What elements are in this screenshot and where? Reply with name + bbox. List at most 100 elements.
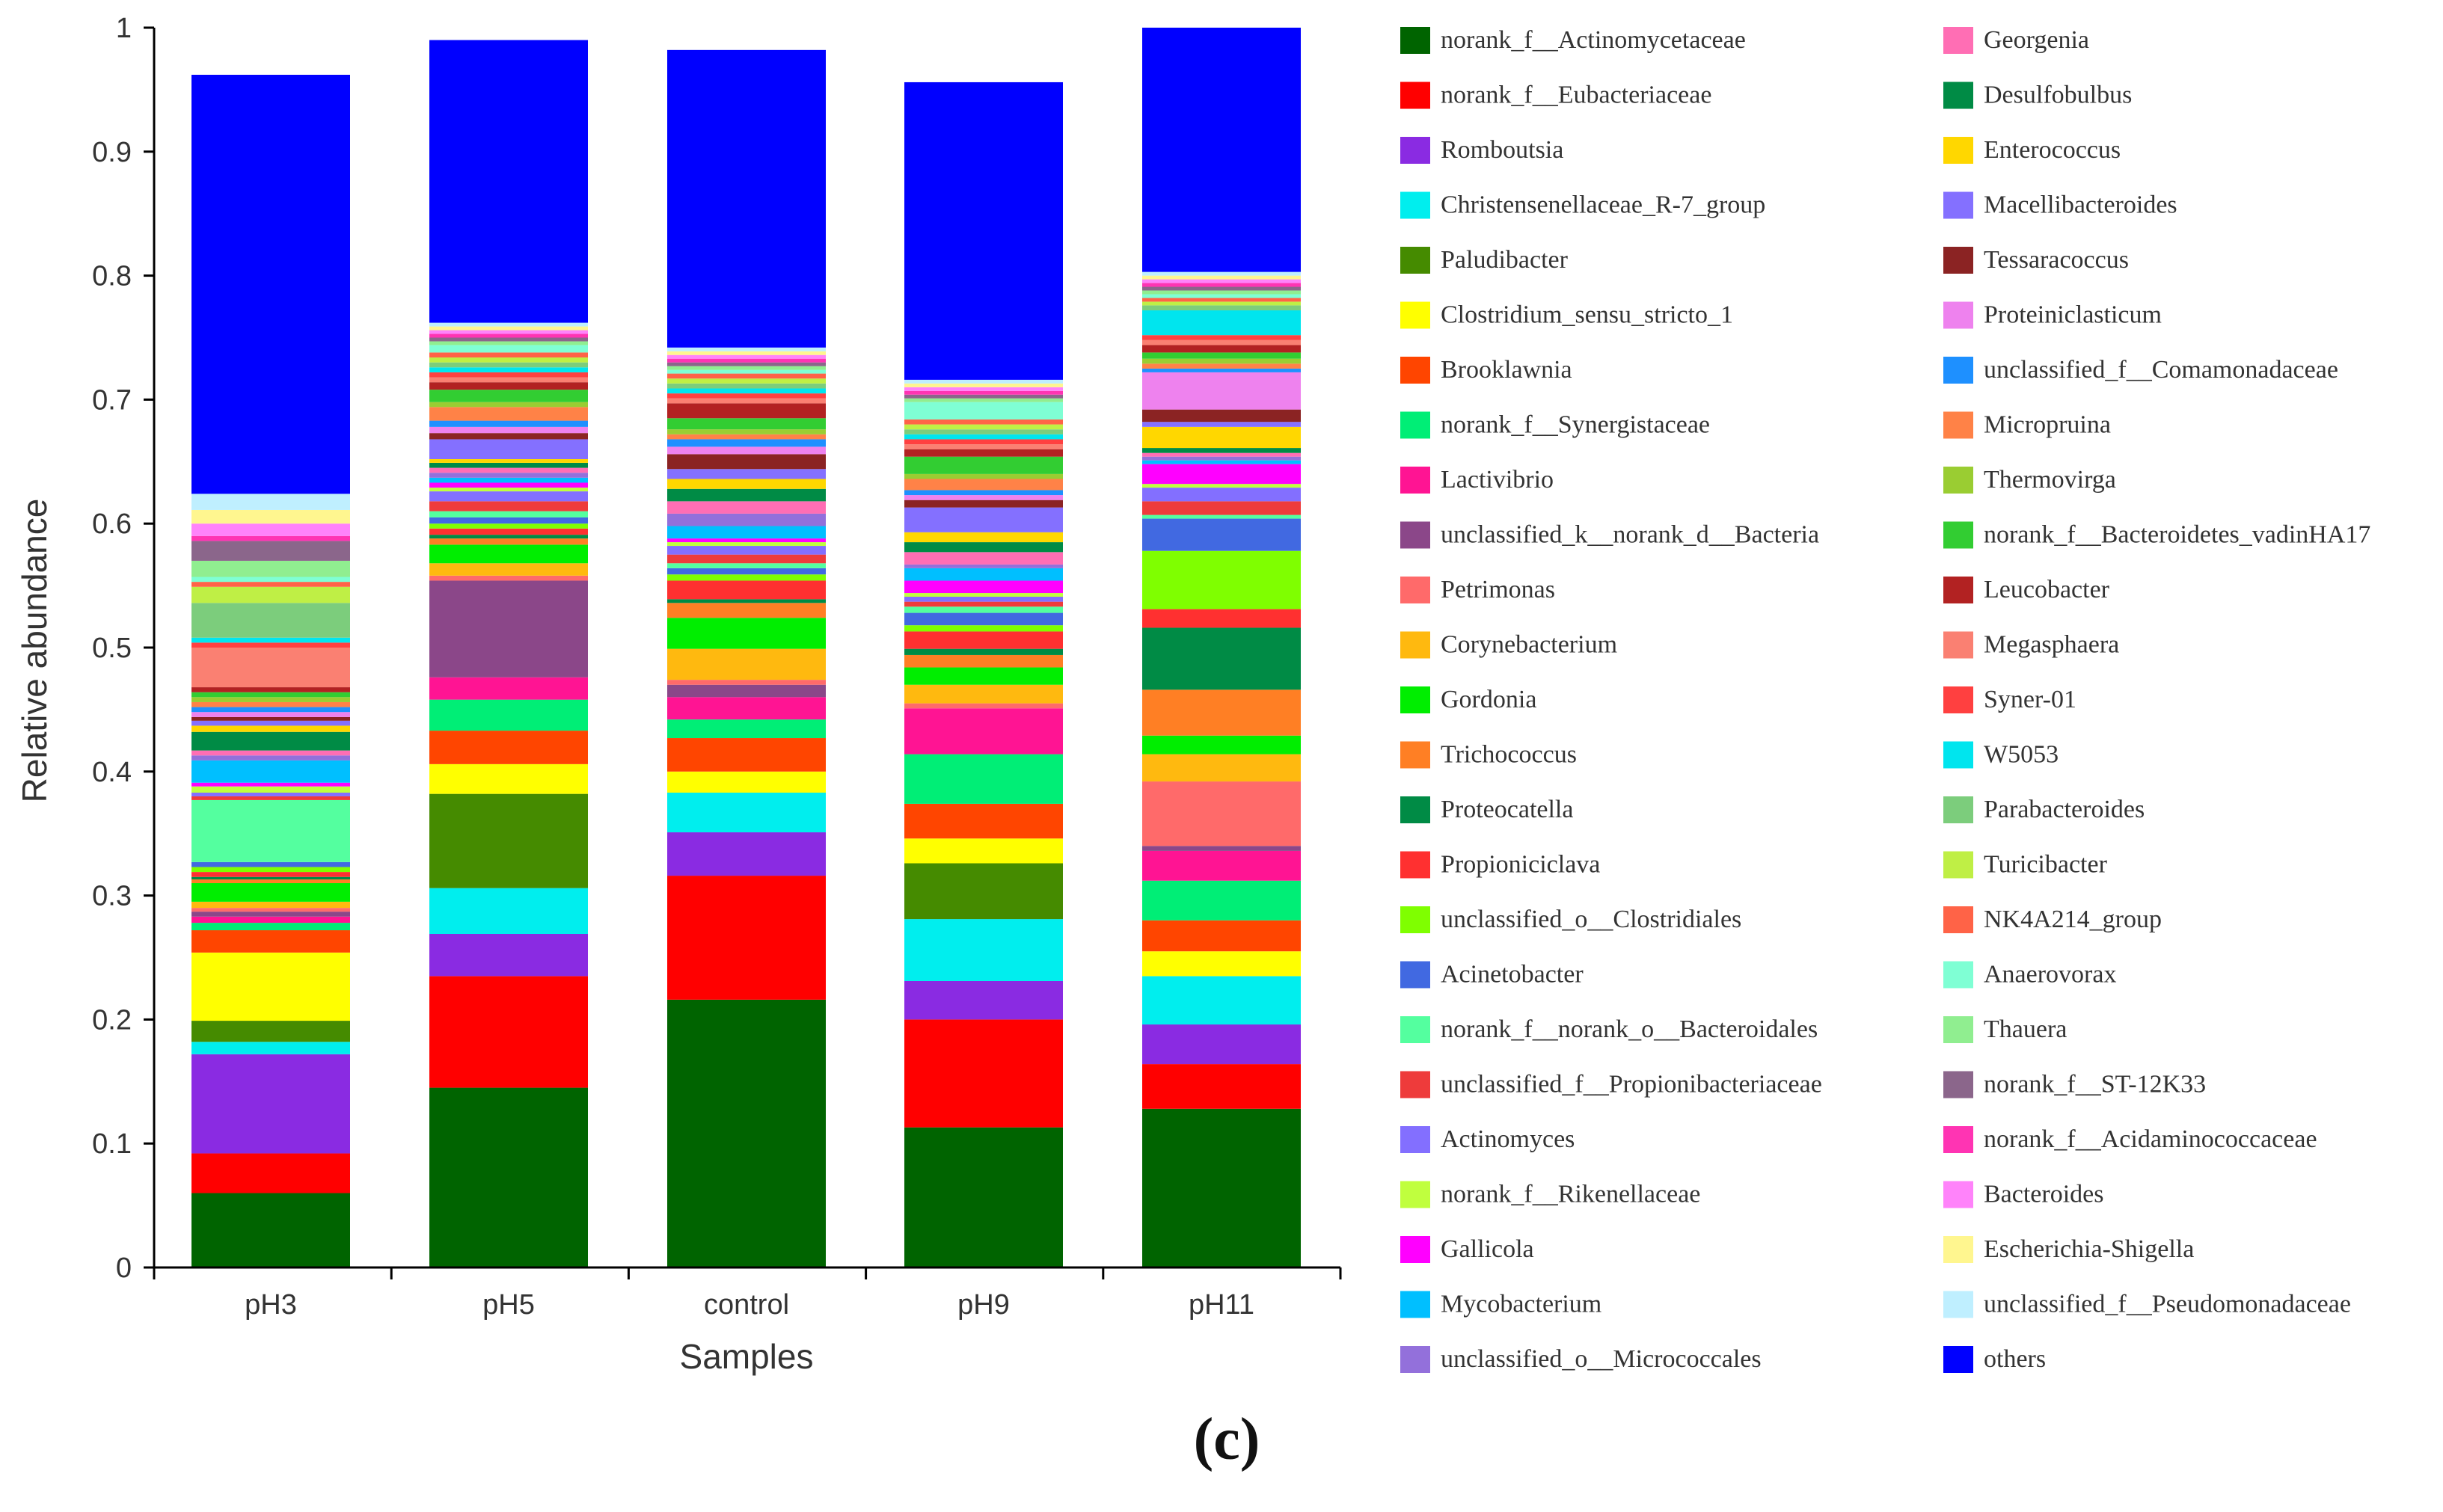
legend-label: norank_f__norank_o__Bacteroidales [1441,1015,1818,1043]
bar-segment-control-9 [667,684,826,698]
legend-swatch [1400,467,1430,494]
legend-label: Turicibacter [1984,851,2108,879]
bar-segment-pH11-37 [1142,335,1301,340]
legend-label: Gordonia [1441,686,1536,713]
bar-segment-pH3-49 [191,75,350,494]
bar-segment-pH11-17 [1142,518,1301,551]
bar-segment-pH5-7 [429,699,588,731]
bar-segment-pH9-30 [904,495,1063,500]
legend-swatch [1400,191,1430,219]
bar-segment-pH11-46 [1142,279,1301,283]
bar-segment-pH3-23 [191,760,350,783]
bar-segment-pH3-30 [191,712,350,717]
bar-segment-pH11-43 [1142,290,1301,295]
legend-label: unclassified_o__Clostridiales [1441,906,1741,933]
bar-segment-pH3-6 [191,930,350,953]
bar-segment-pH5-4 [429,793,588,888]
y-tick-label: 0.7 [92,384,132,416]
bar-segment-pH9-22 [904,580,1063,594]
bar-segment-pH9-17 [904,612,1063,626]
bar-segment-control-29 [667,454,826,470]
legend-label: Leucobacter [1984,576,2110,603]
bar-segment-pH11-5 [1142,951,1301,977]
bar-segment-pH5-33 [429,402,588,408]
bar-segment-pH5-24 [429,473,588,478]
bar-segment-control-16 [667,574,826,581]
legend-label: Mycobacterium [1441,1291,1601,1318]
bar-segment-control-7 [667,719,826,739]
legend-swatch [1400,357,1430,384]
bar-segment-pH9-42 [904,402,1063,420]
bar-segment-pH5-32 [429,407,588,421]
bar-segment-pH11-38 [1142,310,1301,336]
bar-segment-pH3-8 [191,916,350,924]
legend-label: Macellibacteroides [1984,191,2177,219]
bar-segment-pH11-7 [1142,880,1301,921]
bar-segment-pH5-1 [429,976,588,1088]
bar-segment-control-12 [667,618,826,649]
bar-segment-pH9-27 [904,532,1063,543]
legend-label: unclassified_f__Propionibacteriaceae [1441,1071,1822,1098]
bar-segment-pH11-42 [1142,294,1301,298]
bar-segment-pH3-27 [191,725,350,732]
legend-swatch [1943,686,1973,713]
bar-segment-control-15 [667,580,826,600]
bar-segment-pH11-48 [1142,271,1301,276]
bar-segment-control-38 [667,388,826,394]
bar-segment-pH3-47 [191,509,350,524]
bar-segment-control-2 [667,832,826,876]
bar-segment-pH9-37 [904,439,1063,445]
bar-segment-control-26 [667,488,826,502]
bar-segment-pH3-16 [191,867,350,873]
bar-segment-control-8 [667,697,826,720]
bar-segment-control-14 [667,599,826,603]
legend-label: Parabacteroides [1984,796,2145,823]
bar-segment-pH9-19 [904,601,1063,607]
bar-segment-pH9-18 [904,606,1063,613]
bar-segment-pH3-4 [191,1021,350,1042]
bar-segment-pH9-0 [904,1127,1063,1267]
bar-segment-control-33 [667,429,826,434]
legend-swatch [1400,577,1430,603]
bar-segment-control-41 [667,373,826,379]
bar-segment-pH9-5 [904,838,1063,864]
bar-segment-control-0 [667,999,826,1267]
bar-segment-pH11-30 [1142,372,1301,410]
bar-segment-control-40 [667,378,826,384]
legend-label: Corynebacterium [1441,631,1617,659]
legend-swatch [1400,686,1430,713]
bar-segment-control-28 [667,469,826,479]
bar-segment-pH5-31 [429,420,588,427]
bar-segment-control-47 [667,351,826,355]
y-tick-label: 0.2 [92,1004,132,1036]
bar-segment-pH3-45 [191,535,350,541]
x-tick-label-pH3: pH3 [245,1289,297,1321]
bar-segment-pH5-26 [429,462,588,468]
y-tick-label: 0.9 [92,137,132,168]
y-tick-label: 0.1 [92,1128,132,1160]
bar-segment-control-22 [667,538,826,543]
legend-label: unclassified_o__Micrococcales [1441,1345,1762,1373]
bar-segment-pH9-2 [904,981,1063,1020]
bar-segment-control-44 [667,362,826,366]
legend-swatch [1400,906,1430,933]
bar-segment-control-19 [667,554,826,564]
bar-segment-pH5-20 [429,491,588,502]
bar-segment-control-24 [667,513,826,526]
bar-segment-pH5-34 [429,390,588,402]
bar-segment-pH11-14 [1142,627,1301,690]
legend-label: Brooklawnia [1441,356,1572,384]
bar-segment-pH3-25 [191,750,350,756]
bar-segment-pH9-47 [904,383,1063,387]
legend-swatch [1943,851,1973,879]
bar-segment-control-35 [667,403,826,419]
legend-label: Petrimonas [1441,576,1555,603]
bar-segment-pH9-3 [904,919,1063,981]
bar-segment-pH3-42 [191,577,350,583]
bar-segment-pH3-34 [191,692,350,698]
bar-segment-pH5-18 [429,511,588,517]
bar-segment-pH5-27 [429,458,588,463]
bar-segment-pH9-14 [904,648,1063,655]
bar-segment-pH11-12 [1142,735,1301,755]
bar-segment-pH5-6 [429,731,588,764]
